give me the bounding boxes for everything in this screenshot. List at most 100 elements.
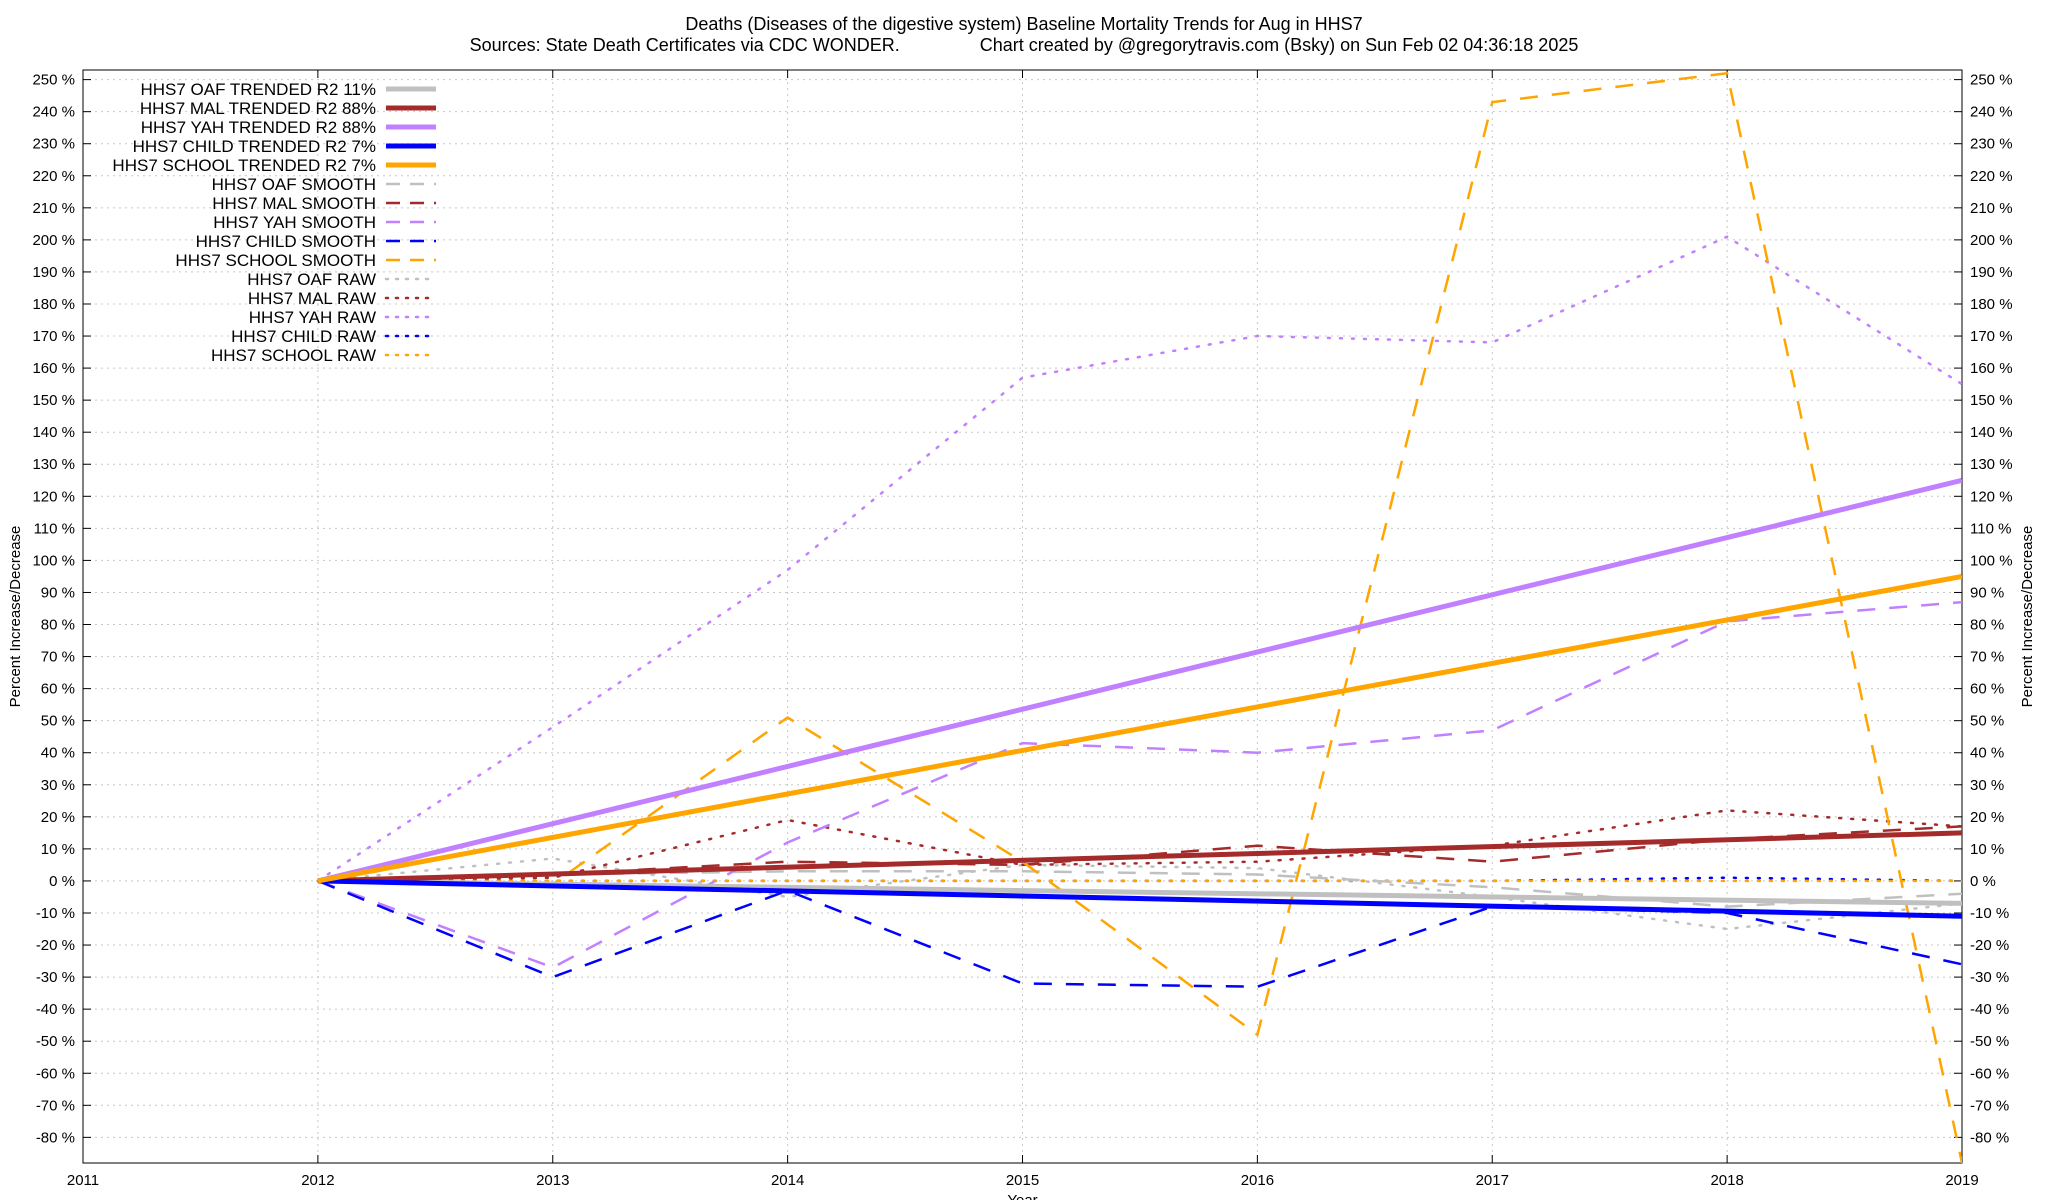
y-tick-label: 10 % <box>41 841 75 858</box>
legend-label-hhs7-school-trended-r2: HHS7 SCHOOL TRENDED R2 7% <box>112 156 376 175</box>
y2-tick-label: -40 % <box>1970 1001 2009 1018</box>
x-tick-label: 2016 <box>1241 1172 1274 1189</box>
legend-label-hhs7-school-raw: HHS7 SCHOOL RAW <box>211 346 376 365</box>
legend-label-hhs7-oaf-trended-r2: HHS7 OAF TRENDED R2 11% <box>140 80 376 99</box>
series-line-hhs7-child-smooth <box>317 879 1962 988</box>
y2-tick-label: -30 % <box>1970 969 2009 986</box>
series-lines <box>316 71 1962 1163</box>
y2-tick-label: 190 % <box>1970 264 2013 281</box>
series-line-hhs7-child-raw <box>316 876 1962 883</box>
y-tick-label: -10 % <box>36 905 75 922</box>
y-tick-label: -80 % <box>36 1129 75 1146</box>
x-tick-label: 2014 <box>771 1172 804 1189</box>
y-tick-label: 180 % <box>32 296 75 313</box>
chart-subtitle: Sources: State Death Certificates via CD… <box>469 35 1579 55</box>
y-tick-label: 170 % <box>32 328 75 345</box>
y-tick-label: 140 % <box>32 424 75 441</box>
y2-tick-label: 40 % <box>1970 745 2004 762</box>
x-tick-label: 2017 <box>1476 1172 1509 1189</box>
y-tick-label: 250 % <box>32 72 75 89</box>
y-tick-label: 130 % <box>32 456 75 473</box>
y-tick-label: -60 % <box>36 1065 75 1082</box>
series-line-hhs7-child-trended-r2 <box>317 878 1962 919</box>
y2-tick-label: 60 % <box>1970 681 2004 698</box>
x-tick-label: 2013 <box>536 1172 569 1189</box>
y-tick-label: 40 % <box>41 745 75 762</box>
y2-tick-label: 120 % <box>1970 488 2013 505</box>
y2-axis-title: Percent Increase/Decrease <box>2019 526 2036 708</box>
legend-label-hhs7-mal-raw: HHS7 MAL RAW <box>248 289 376 308</box>
x-tick-label: 2015 <box>1006 1172 1039 1189</box>
y2-tick-label: 110 % <box>1970 520 2011 537</box>
y2-tick-label: 150 % <box>1970 392 2013 409</box>
y2-tick-label: 200 % <box>1970 232 2013 249</box>
legend-label-hhs7-child-raw: HHS7 CHILD RAW <box>231 327 376 346</box>
y2-tick-label: 70 % <box>1970 649 2004 666</box>
y2-tick-label: 160 % <box>1970 360 2013 377</box>
y2-tick-label: -80 % <box>1970 1129 2009 1146</box>
y-tick-label: 220 % <box>32 168 75 185</box>
series-line-hhs7-school-smooth <box>317 71 1962 1163</box>
y-axis-title: Percent Increase/Decrease <box>7 526 24 708</box>
y2-tick-label: -60 % <box>1970 1065 2009 1082</box>
y-tick-label: 230 % <box>32 136 75 153</box>
y2-tick-label: 0 % <box>1970 873 1996 890</box>
y-tick-label: 50 % <box>41 713 75 730</box>
legend-label-hhs7-yah-raw: HHS7 YAH RAW <box>249 308 376 327</box>
legend-label-hhs7-oaf-raw: HHS7 OAF RAW <box>247 270 376 289</box>
y-tick-label: -70 % <box>36 1097 75 1114</box>
y-tick-label: 190 % <box>32 264 75 281</box>
y-tick-label: 240 % <box>32 104 75 121</box>
legend-label-hhs7-child-trended-r2: HHS7 CHILD TRENDED R2 7% <box>133 137 376 156</box>
y2-tick-label: 230 % <box>1970 136 2013 153</box>
y2-tick-label: 130 % <box>1970 456 2013 473</box>
series-line-hhs7-oaf-raw <box>316 857 1962 931</box>
x-tick-label: 2019 <box>1945 1172 1978 1189</box>
y2-tick-label: 30 % <box>1970 777 2004 794</box>
y-tick-label: 150 % <box>32 392 75 409</box>
y-tick-label: 70 % <box>41 649 75 666</box>
y2-tick-label: 20 % <box>1970 809 2004 826</box>
series-line-hhs7-yah-smooth <box>317 600 1962 969</box>
chart-title: Deaths (Diseases of the digestive system… <box>685 14 1363 34</box>
legend-label-hhs7-mal-smooth: HHS7 MAL SMOOTH <box>212 194 376 213</box>
y2-tick-label: 170 % <box>1970 328 2013 345</box>
grid <box>83 70 1962 1163</box>
legend-label-hhs7-school-smooth: HHS7 SCHOOL SMOOTH <box>175 251 376 270</box>
y-tick-label: 80 % <box>41 617 75 634</box>
y-tick-label: 120 % <box>32 488 75 505</box>
y-tick-label: 90 % <box>41 584 75 601</box>
y-tick-label: 200 % <box>32 232 75 249</box>
y2-tick-label: 210 % <box>1970 200 2013 217</box>
y-tick-label: 20 % <box>41 809 75 826</box>
y2-tick-label: 140 % <box>1970 424 2013 441</box>
y2-tick-label: -50 % <box>1970 1033 2009 1050</box>
legend-label-hhs7-mal-trended-r2: HHS7 MAL TRENDED R2 88% <box>140 99 376 118</box>
legend-label-hhs7-yah-trended-r2: HHS7 YAH TRENDED R2 88% <box>141 118 376 137</box>
y-tick-label: -30 % <box>36 969 75 986</box>
y2-tick-label: 10 % <box>1970 841 2004 858</box>
x-tick-label: 2018 <box>1710 1172 1743 1189</box>
x-tick-label: 2011 <box>67 1172 99 1189</box>
x-tick-label: 2012 <box>301 1172 334 1189</box>
legend-label-hhs7-oaf-smooth: HHS7 OAF SMOOTH <box>212 175 376 194</box>
legend-label-hhs7-yah-smooth: HHS7 YAH SMOOTH <box>213 213 376 232</box>
y-tick-label: 0 % <box>49 873 75 890</box>
plot-border <box>82 69 1963 1164</box>
y2-tick-label: -10 % <box>1970 905 2009 922</box>
y2-tick-label: 50 % <box>1970 713 2004 730</box>
legend: HHS7 OAF TRENDED R2 11%HHS7 MAL TRENDED … <box>112 80 438 365</box>
y2-tick-label: 80 % <box>1970 617 2004 634</box>
series-line-hhs7-mal-raw <box>316 809 1962 883</box>
y2-tick-label: 240 % <box>1970 104 2013 121</box>
y-tick-label: 110 % <box>34 520 75 537</box>
y2-tick-label: -70 % <box>1970 1097 2009 1114</box>
y2-tick-label: 250 % <box>1970 72 2013 89</box>
series-line-hhs7-yah-raw <box>316 235 1962 883</box>
y-tick-label: 60 % <box>41 681 75 698</box>
y2-tick-label: 100 % <box>1970 552 2013 569</box>
series-line-hhs7-yah-trended-r2 <box>317 477 1962 884</box>
y2-tick-label: 90 % <box>1970 584 2004 601</box>
y2-tick-label: 220 % <box>1970 168 2013 185</box>
y-tick-label: -40 % <box>36 1001 75 1018</box>
